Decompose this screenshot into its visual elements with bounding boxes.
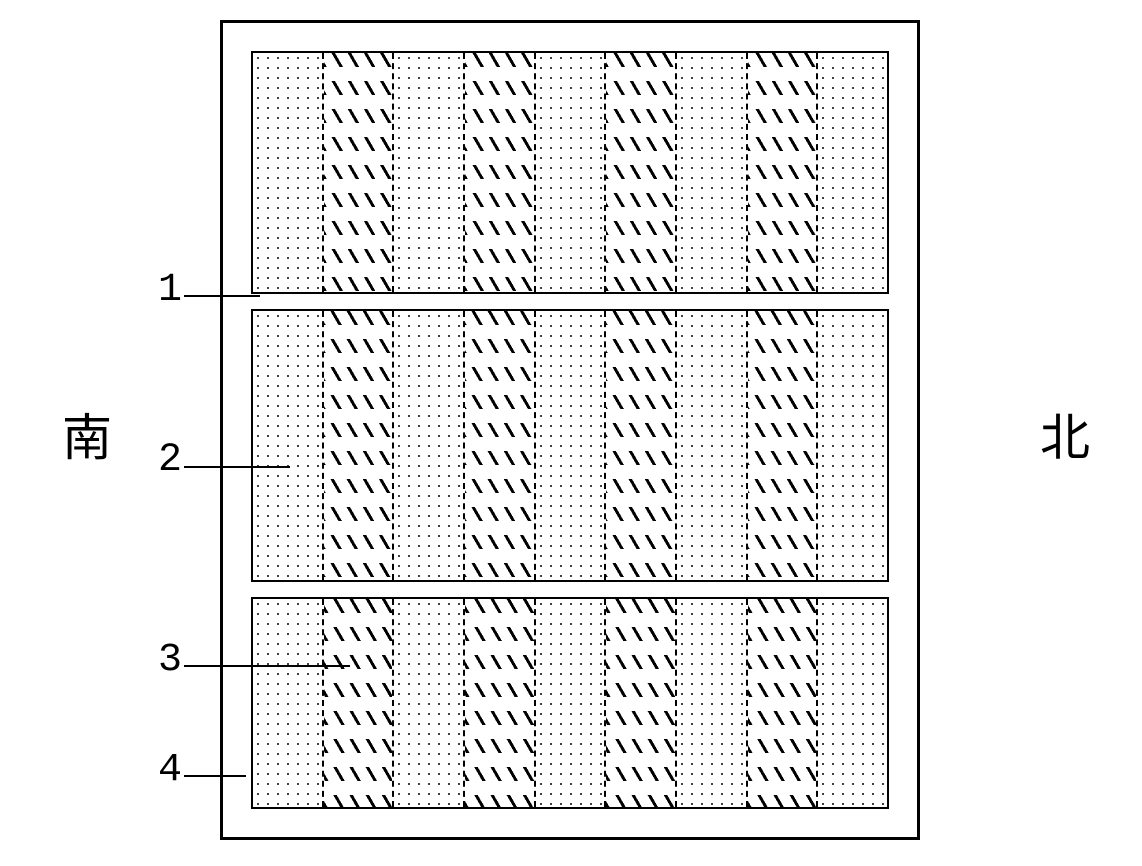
strip-dotted — [253, 599, 322, 807]
leader-3 — [184, 665, 350, 667]
leader-2 — [184, 466, 290, 468]
label-3: 3 — [158, 638, 182, 683]
strip-dotted — [818, 53, 887, 292]
strip-hatched — [463, 311, 536, 580]
strip-dotted — [536, 311, 605, 580]
strip-hatched — [322, 311, 395, 580]
outer-frame — [220, 20, 920, 840]
strip-container-1 — [253, 53, 887, 292]
row-1 — [251, 51, 889, 294]
strip-dotted — [536, 599, 605, 807]
strip-hatched — [604, 311, 677, 580]
inner-area — [251, 51, 889, 809]
strip-dotted — [394, 53, 463, 292]
strip-dotted — [818, 599, 887, 807]
strip-dotted — [677, 599, 746, 807]
strip-dotted — [677, 311, 746, 580]
strip-hatched — [604, 53, 677, 292]
row-3 — [251, 597, 889, 809]
strip-dotted — [253, 311, 322, 580]
strip-hatched — [746, 599, 819, 807]
strip-hatched — [463, 599, 536, 807]
label-south: 南 — [62, 398, 112, 470]
strip-hatched — [746, 311, 819, 580]
strip-container-3 — [253, 599, 887, 807]
strip-dotted — [818, 311, 887, 580]
strip-hatched — [746, 53, 819, 292]
strip-dotted — [394, 599, 463, 807]
label-north: 北 — [1040, 398, 1090, 470]
leader-1 — [184, 295, 260, 297]
label-2: 2 — [158, 438, 182, 483]
strip-hatched — [322, 53, 395, 292]
gap-1 — [251, 294, 889, 309]
strip-dotted — [677, 53, 746, 292]
leader-4 — [184, 775, 246, 777]
label-1: 1 — [158, 268, 182, 313]
strip-hatched — [322, 599, 395, 807]
strip-hatched — [463, 53, 536, 292]
gap-2 — [251, 582, 889, 597]
strip-hatched — [604, 599, 677, 807]
strip-dotted — [253, 53, 322, 292]
label-4: 4 — [158, 748, 182, 793]
strip-container-2 — [253, 311, 887, 580]
row-2 — [251, 309, 889, 582]
strip-dotted — [536, 53, 605, 292]
strip-dotted — [394, 311, 463, 580]
